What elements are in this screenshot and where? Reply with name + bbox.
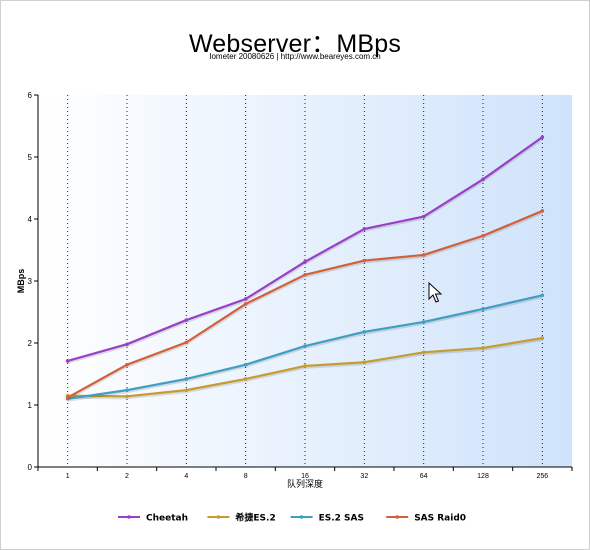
data-point-sas-raid0 bbox=[481, 233, 485, 238]
data-point-sas-raid0 bbox=[243, 302, 248, 306]
data-point-sas-raid0 bbox=[540, 209, 545, 213]
legend-marker bbox=[127, 515, 131, 519]
legend-item-cheetah: Cheetah bbox=[118, 514, 188, 524]
data-point-sas-raid0 bbox=[362, 258, 367, 263]
x-axis-label: 队列深度 bbox=[287, 478, 323, 490]
data-point-cheetah bbox=[481, 177, 485, 182]
legend-label: Cheetah bbox=[146, 514, 188, 524]
data-point-cheetah bbox=[65, 359, 70, 363]
data-point-es-2-sas bbox=[540, 293, 545, 298]
legend: Cheetah 希捷ES.2 ES.2 SAS SAS Raid0 bbox=[118, 512, 466, 524]
plot-area bbox=[38, 95, 572, 467]
y-tick-label: 2 bbox=[28, 339, 33, 348]
label-layer: MBps 队列深度 bbox=[16, 269, 323, 490]
data-point-es-2 bbox=[421, 350, 426, 355]
data-point-es-2-sas bbox=[243, 362, 248, 367]
data-point-es-2-sas bbox=[362, 330, 367, 334]
data-point-cheetah bbox=[184, 318, 189, 322]
legend-marker bbox=[299, 515, 304, 519]
legend-marker bbox=[395, 515, 400, 519]
legend-item-sas-raid0: SAS Raid0 bbox=[386, 514, 466, 524]
y-tick-label: 6 bbox=[28, 91, 33, 100]
x-tick-label: 1 bbox=[66, 473, 70, 480]
x-tick-label: 8 bbox=[244, 473, 248, 480]
series-layer bbox=[65, 135, 545, 402]
data-point-es-2 bbox=[243, 377, 248, 381]
data-point-cheetah bbox=[540, 135, 545, 139]
data-point-es-2 bbox=[125, 394, 129, 399]
data-point-cheetah bbox=[421, 214, 426, 219]
data-point-sas-raid0 bbox=[421, 253, 426, 257]
legend-marker bbox=[216, 515, 221, 519]
y-tick-label: 5 bbox=[28, 153, 33, 162]
data-point-es-2-sas bbox=[303, 344, 307, 348]
x-tick-label: 16 bbox=[301, 473, 309, 480]
data-point-cheetah bbox=[243, 297, 248, 301]
legend-item-es-2-sas: ES.2 SAS bbox=[290, 514, 364, 524]
x-tick-label: 2 bbox=[125, 473, 129, 480]
data-point-sas-raid0 bbox=[184, 340, 189, 345]
data-point-sas-raid0 bbox=[303, 273, 307, 277]
x-tick-label: 32 bbox=[360, 473, 368, 480]
data-point-es-2 bbox=[184, 388, 189, 392]
x-tick-label: 256 bbox=[536, 473, 548, 480]
data-point-es-2-sas bbox=[184, 377, 189, 381]
y-tick-label: 1 bbox=[28, 401, 33, 410]
data-point-cheetah bbox=[125, 342, 129, 347]
data-point-es-2-sas bbox=[421, 320, 426, 324]
axis-layer: 0 1 2 3 4 5 6 1 2 4 8 16 32 64 128 256 bbox=[28, 91, 573, 480]
data-point-es-2 bbox=[540, 336, 545, 340]
y-tick-label: 4 bbox=[28, 215, 33, 224]
x-tick-label: 4 bbox=[184, 473, 188, 480]
data-point-es-2-sas bbox=[481, 307, 485, 311]
x-tick-label: 128 bbox=[477, 473, 489, 480]
data-point-sas-raid0 bbox=[65, 395, 70, 400]
mouse-cursor-icon bbox=[428, 282, 442, 303]
data-point-cheetah bbox=[362, 227, 367, 231]
legend-label: 希捷ES.2 bbox=[235, 512, 275, 524]
chart-title: Webserver：MBps bbox=[188, 30, 402, 58]
data-point-es-2-sas bbox=[125, 388, 129, 392]
y-tick-label: 0 bbox=[28, 463, 33, 472]
y-tick-label: 3 bbox=[28, 277, 33, 286]
y-axis-label: MBps bbox=[16, 269, 26, 294]
data-point-es-2 bbox=[481, 346, 485, 350]
legend-item-es-2: 希捷ES.2 bbox=[207, 512, 276, 524]
chart-subtitle: Iometer 20080626 | http://www.beareyes.c… bbox=[209, 52, 381, 61]
legend-label: SAS Raid0 bbox=[414, 514, 466, 524]
x-tick-label: 64 bbox=[420, 473, 428, 480]
data-point-es-2 bbox=[362, 360, 367, 365]
data-point-cheetah bbox=[303, 259, 307, 264]
data-point-es-2 bbox=[303, 364, 307, 368]
data-point-sas-raid0 bbox=[125, 362, 129, 367]
legend-label: ES.2 SAS bbox=[319, 514, 364, 524]
